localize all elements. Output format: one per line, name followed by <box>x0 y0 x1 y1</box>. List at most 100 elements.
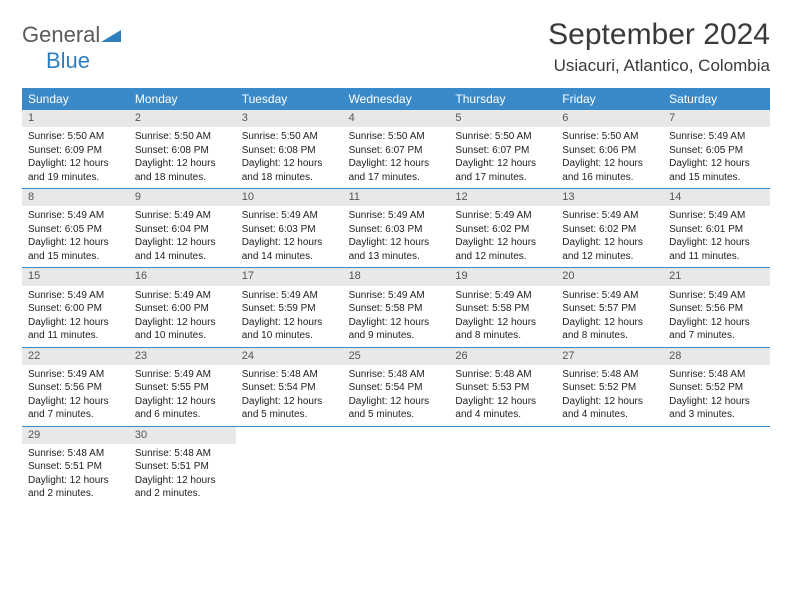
daylight-text: Daylight: 12 hours and 17 minutes. <box>349 157 444 184</box>
day-cell: 3Sunrise: 5:50 AMSunset: 6:08 PMDaylight… <box>236 110 343 188</box>
day-cell: 9Sunrise: 5:49 AMSunset: 6:04 PMDaylight… <box>129 189 236 267</box>
daylight-text: Daylight: 12 hours and 15 minutes. <box>28 236 123 263</box>
sunset-text: Sunset: 5:58 PM <box>455 302 550 316</box>
sunset-text: Sunset: 5:55 PM <box>135 381 230 395</box>
day-details: Sunrise: 5:50 AMSunset: 6:08 PMDaylight:… <box>236 127 343 188</box>
location-text: Usiacuri, Atlantico, Colombia <box>548 56 770 76</box>
day-cell: 6Sunrise: 5:50 AMSunset: 6:06 PMDaylight… <box>556 110 663 188</box>
day-cell <box>449 427 556 505</box>
day-cell: 27Sunrise: 5:48 AMSunset: 5:52 PMDayligh… <box>556 348 663 426</box>
daylight-text: Daylight: 12 hours and 10 minutes. <box>242 316 337 343</box>
sunrise-text: Sunrise: 5:49 AM <box>242 209 337 223</box>
day-details: Sunrise: 5:50 AMSunset: 6:09 PMDaylight:… <box>22 127 129 188</box>
day-cell: 4Sunrise: 5:50 AMSunset: 6:07 PMDaylight… <box>343 110 450 188</box>
month-title: September 2024 <box>548 18 770 52</box>
day-number: 14 <box>663 189 770 206</box>
sunrise-text: Sunrise: 5:49 AM <box>135 289 230 303</box>
day-cell: 18Sunrise: 5:49 AMSunset: 5:58 PMDayligh… <box>343 268 450 346</box>
day-cell: 20Sunrise: 5:49 AMSunset: 5:57 PMDayligh… <box>556 268 663 346</box>
calendar-page: General Blue September 2024 Usiacuri, At… <box>0 0 792 515</box>
day-number: 4 <box>343 110 450 127</box>
day-details: Sunrise: 5:49 AMSunset: 5:59 PMDaylight:… <box>236 286 343 347</box>
day-number: 19 <box>449 268 556 285</box>
daylight-text: Daylight: 12 hours and 6 minutes. <box>135 395 230 422</box>
daylight-text: Daylight: 12 hours and 13 minutes. <box>349 236 444 263</box>
sunset-text: Sunset: 6:06 PM <box>562 144 657 158</box>
sunset-text: Sunset: 6:00 PM <box>135 302 230 316</box>
day-details: Sunrise: 5:48 AMSunset: 5:51 PMDaylight:… <box>129 444 236 505</box>
daylight-text: Daylight: 12 hours and 3 minutes. <box>669 395 764 422</box>
sunset-text: Sunset: 5:54 PM <box>242 381 337 395</box>
day-number: 15 <box>22 268 129 285</box>
sunrise-text: Sunrise: 5:49 AM <box>562 209 657 223</box>
day-details: Sunrise: 5:49 AMSunset: 6:02 PMDaylight:… <box>556 206 663 267</box>
day-details: Sunrise: 5:48 AMSunset: 5:52 PMDaylight:… <box>556 365 663 426</box>
day-cell: 16 Sunrise: 5:49 AMSunset: 6:00 PMDayligh… <box>129 268 236 346</box>
day-cell: 29Sunrise: 5:48 AMSunset: 5:51 PMDayligh… <box>22 427 129 505</box>
sunrise-text: Sunrise: 5:49 AM <box>455 289 550 303</box>
sunrise-text: Sunrise: 5:50 AM <box>242 130 337 144</box>
day-number: 6 <box>556 110 663 127</box>
sunrise-text: Sunrise: 5:49 AM <box>669 289 764 303</box>
sunset-text: Sunset: 6:02 PM <box>562 223 657 237</box>
sunrise-text: Sunrise: 5:49 AM <box>349 289 444 303</box>
day-number: 29 <box>22 427 129 444</box>
day-details: Sunrise: 5:48 AMSunset: 5:54 PMDaylight:… <box>236 365 343 426</box>
day-cell: 28Sunrise: 5:48 AMSunset: 5:52 PMDayligh… <box>663 348 770 426</box>
sunset-text: Sunset: 6:08 PM <box>242 144 337 158</box>
day-cell: 21Sunrise: 5:49 AMSunset: 5:56 PMDayligh… <box>663 268 770 346</box>
day-number: 9 <box>129 189 236 206</box>
sunrise-text: Sunrise: 5:48 AM <box>455 368 550 382</box>
daylight-text: Daylight: 12 hours and 19 minutes. <box>28 157 123 184</box>
week-row: 1Sunrise: 5:50 AMSunset: 6:09 PMDaylight… <box>22 110 770 189</box>
sunrise-text: Sunrise: 5:49 AM <box>242 289 337 303</box>
day-cell: 7Sunrise: 5:49 AMSunset: 6:05 PMDaylight… <box>663 110 770 188</box>
daylight-text: Daylight: 12 hours and 10 minutes. <box>135 316 230 343</box>
sunset-text: Sunset: 5:59 PM <box>242 302 337 316</box>
day-number: 18 <box>343 268 450 285</box>
page-header: General Blue September 2024 Usiacuri, At… <box>22 18 770 76</box>
sunset-text: Sunset: 6:04 PM <box>135 223 230 237</box>
logo-text-general: General <box>22 22 100 47</box>
sunrise-text: Sunrise: 5:49 AM <box>135 368 230 382</box>
daylight-text: Daylight: 12 hours and 8 minutes. <box>562 316 657 343</box>
day-number: 25 <box>343 348 450 365</box>
weekday-header: Tuesday <box>236 88 343 110</box>
day-cell: 23Sunrise: 5:49 AMSunset: 5:55 PMDayligh… <box>129 348 236 426</box>
daylight-text: Daylight: 12 hours and 18 minutes. <box>135 157 230 184</box>
title-block: September 2024 Usiacuri, Atlantico, Colo… <box>548 18 770 76</box>
sunset-text: Sunset: 6:01 PM <box>669 223 764 237</box>
day-cell: 2Sunrise: 5:50 AMSunset: 6:08 PMDaylight… <box>129 110 236 188</box>
sunrise-text: Sunrise: 5:48 AM <box>135 447 230 461</box>
sunset-text: Sunset: 6:03 PM <box>349 223 444 237</box>
day-number: 16 <box>129 268 236 285</box>
day-cell: 13Sunrise: 5:49 AMSunset: 6:02 PMDayligh… <box>556 189 663 267</box>
sunset-text: Sunset: 5:52 PM <box>562 381 657 395</box>
daylight-text: Daylight: 12 hours and 5 minutes. <box>349 395 444 422</box>
day-cell: 12Sunrise: 5:49 AMSunset: 6:02 PMDayligh… <box>449 189 556 267</box>
day-number: 12 <box>449 189 556 206</box>
day-details: Sunrise: 5:49 AMSunset: 6:05 PMDaylight:… <box>663 127 770 188</box>
sunset-text: Sunset: 5:53 PM <box>455 381 550 395</box>
sunrise-text: Sunrise: 5:49 AM <box>135 209 230 223</box>
day-details: Sunrise: 5:48 AMSunset: 5:54 PMDaylight:… <box>343 365 450 426</box>
daylight-text: Daylight: 12 hours and 12 minutes. <box>562 236 657 263</box>
day-details: Sunrise: 5:49 AMSunset: 5:57 PMDaylight:… <box>556 286 663 347</box>
day-cell: 14Sunrise: 5:49 AMSunset: 6:01 PMDayligh… <box>663 189 770 267</box>
day-cell: 24Sunrise: 5:48 AMSunset: 5:54 PMDayligh… <box>236 348 343 426</box>
day-number: 8 <box>22 189 129 206</box>
day-details: Sunrise: 5:48 AMSunset: 5:51 PMDaylight:… <box>22 444 129 505</box>
day-number: 2 <box>129 110 236 127</box>
day-number: 7 <box>663 110 770 127</box>
day-cell: 5Sunrise: 5:50 AMSunset: 6:07 PMDaylight… <box>449 110 556 188</box>
day-details: Sunrise: 5:49 AMSunset: 6:00 PMDaylight:… <box>22 286 129 347</box>
logo-triangle-icon <box>101 26 121 47</box>
day-cell: 30Sunrise: 5:48 AMSunset: 5:51 PMDayligh… <box>129 427 236 505</box>
brand-logo: General Blue <box>22 22 121 74</box>
day-details: Sunrise: 5:49 AMSunset: 6:05 PMDaylight:… <box>22 206 129 267</box>
day-cell <box>236 427 343 505</box>
sunset-text: Sunset: 5:56 PM <box>669 302 764 316</box>
sunset-text: Sunset: 5:54 PM <box>349 381 444 395</box>
day-number: 21 <box>663 268 770 285</box>
daylight-text: Daylight: 12 hours and 4 minutes. <box>562 395 657 422</box>
